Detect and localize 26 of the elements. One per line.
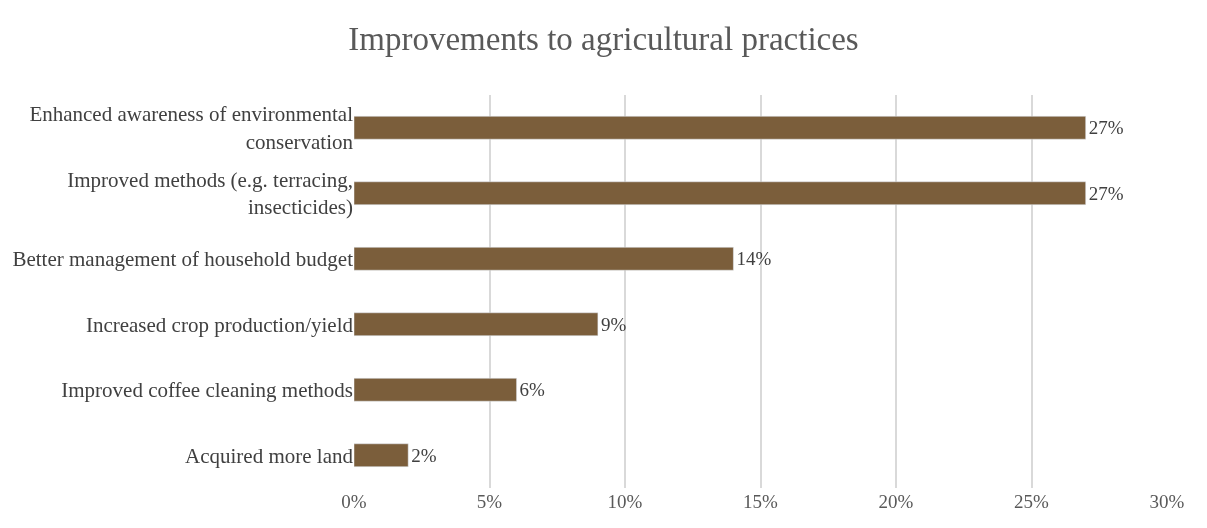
y-tick-label: Acquired more land	[185, 443, 354, 468]
data-label: 14%	[736, 248, 772, 270]
bar	[354, 116, 1086, 140]
y-tick-label: Better management of household budget	[12, 247, 354, 272]
x-tick-label: 5%	[476, 491, 503, 512]
y-tick-label: Increased crop production/yield	[85, 312, 354, 337]
x-tick-label: 0%	[341, 491, 367, 512]
data-label: 9%	[600, 313, 627, 335]
bar	[354, 378, 517, 402]
data-label: 27%	[1088, 182, 1124, 204]
y-tick-label: Improved coffee cleaning methods	[61, 378, 353, 403]
x-tick-label: 20%	[878, 491, 914, 512]
data-label: 27%	[1088, 117, 1124, 139]
x-tick-label: 25%	[1014, 491, 1050, 512]
x-tick-label: 10%	[607, 491, 643, 512]
bar	[354, 443, 409, 467]
bar	[354, 312, 599, 336]
y-tick-label: Improved methods (e.g. terracing, insecticides)	[67, 167, 353, 220]
y-tick-label: Enhanced awareness of environmental conservation	[29, 102, 354, 154]
x-tick-label: 15%	[743, 491, 779, 512]
x-tick-label: 30%	[1149, 491, 1185, 512]
data-label: 6%	[519, 379, 546, 401]
bar	[354, 181, 1086, 205]
data-label: 2%	[411, 444, 437, 466]
chart-title: Improvements to agricultural practices	[348, 20, 859, 57]
bar	[354, 247, 734, 271]
